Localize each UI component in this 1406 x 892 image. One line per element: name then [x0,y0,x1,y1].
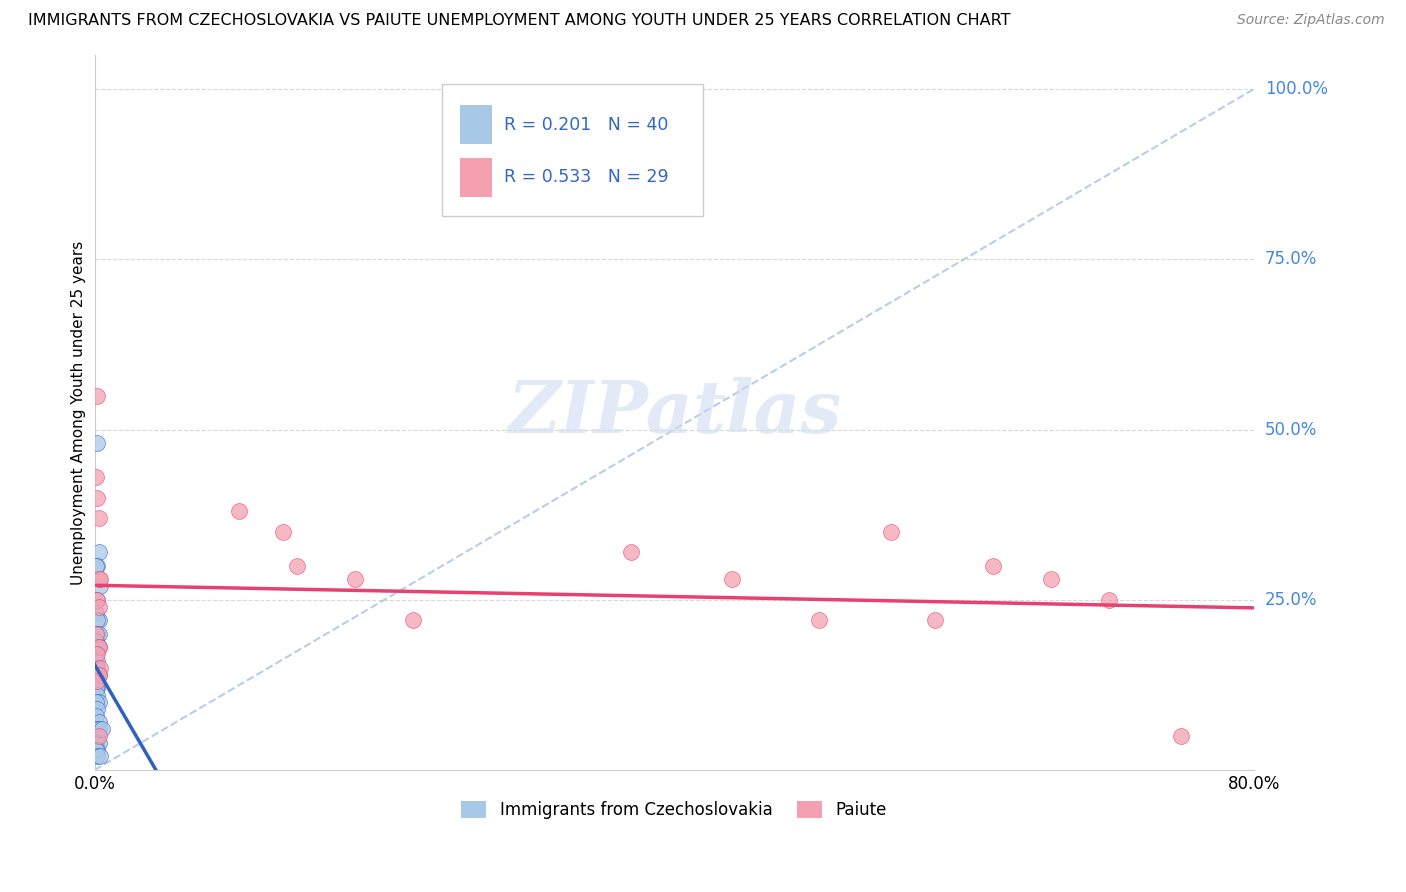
Point [344,573,367,587]
Point [86,681,108,696]
Text: R = 0.533   N = 29: R = 0.533 N = 29 [503,169,668,186]
Point [86,592,108,607]
Point [89,661,111,675]
Point [87,545,110,559]
Point [84,558,107,573]
Text: 50.0%: 50.0% [1265,421,1317,439]
Point [87,695,110,709]
Point [228,504,250,518]
Point [86,640,108,655]
Text: 100.0%: 100.0% [1265,80,1327,98]
Point [86,627,108,641]
Point [84,695,107,709]
Point [87,715,110,730]
Point [84,661,107,675]
Point [87,627,110,641]
Point [86,491,108,505]
Point [86,688,108,702]
Point [87,599,110,614]
Point [86,661,108,675]
Point [86,742,108,756]
Point [86,436,108,450]
Point [89,749,111,764]
Point [89,573,111,587]
Point [87,667,110,681]
Point [87,736,110,750]
FancyBboxPatch shape [460,158,492,197]
Point [1098,592,1121,607]
Point [1170,729,1192,743]
Point [86,654,108,668]
Text: IMMIGRANTS FROM CZECHOSLOVAKIA VS PAIUTE UNEMPLOYMENT AMONG YOUTH UNDER 25 YEARS: IMMIGRANTS FROM CZECHOSLOVAKIA VS PAIUTE… [28,13,1011,29]
Point [87,640,110,655]
Point [86,702,108,716]
Point [84,674,107,689]
Point [86,722,108,736]
Point [84,627,107,641]
Point [84,729,107,743]
Point [84,607,107,621]
Point [86,749,108,764]
Point [84,708,107,723]
Point [84,627,107,641]
Point [87,613,110,627]
Point [86,647,108,661]
Text: Source: ZipAtlas.com: Source: ZipAtlas.com [1237,13,1385,28]
Point [880,524,903,539]
Point [86,674,108,689]
FancyBboxPatch shape [460,105,492,145]
Point [721,573,744,587]
Point [924,613,946,627]
Point [620,545,643,559]
Point [86,729,108,743]
Point [89,579,111,593]
Point [271,524,294,539]
Point [84,742,107,756]
Point [86,388,108,402]
Point [87,640,110,655]
Point [807,613,830,627]
Point [86,613,108,627]
Legend: Immigrants from Czechoslovakia, Paiute: Immigrants from Czechoslovakia, Paiute [454,795,894,826]
Text: ZIPatlas: ZIPatlas [508,377,841,448]
Point [1039,573,1062,587]
Point [86,592,108,607]
Point [90,722,112,736]
Y-axis label: Unemployment Among Youth under 25 years: Unemployment Among Youth under 25 years [72,241,86,584]
Text: 75.0%: 75.0% [1265,251,1317,268]
Point [84,681,107,696]
Text: R = 0.201   N = 40: R = 0.201 N = 40 [503,116,668,134]
Point [87,722,110,736]
Point [84,470,107,484]
Point [84,633,107,648]
Point [86,558,108,573]
Point [84,736,107,750]
Point [981,558,1004,573]
FancyBboxPatch shape [443,84,703,216]
Point [87,573,110,587]
Point [402,613,425,627]
Point [87,511,110,525]
Text: 25.0%: 25.0% [1265,591,1317,609]
Point [87,667,110,681]
Point [87,729,110,743]
Point [84,647,107,661]
Point [287,558,309,573]
